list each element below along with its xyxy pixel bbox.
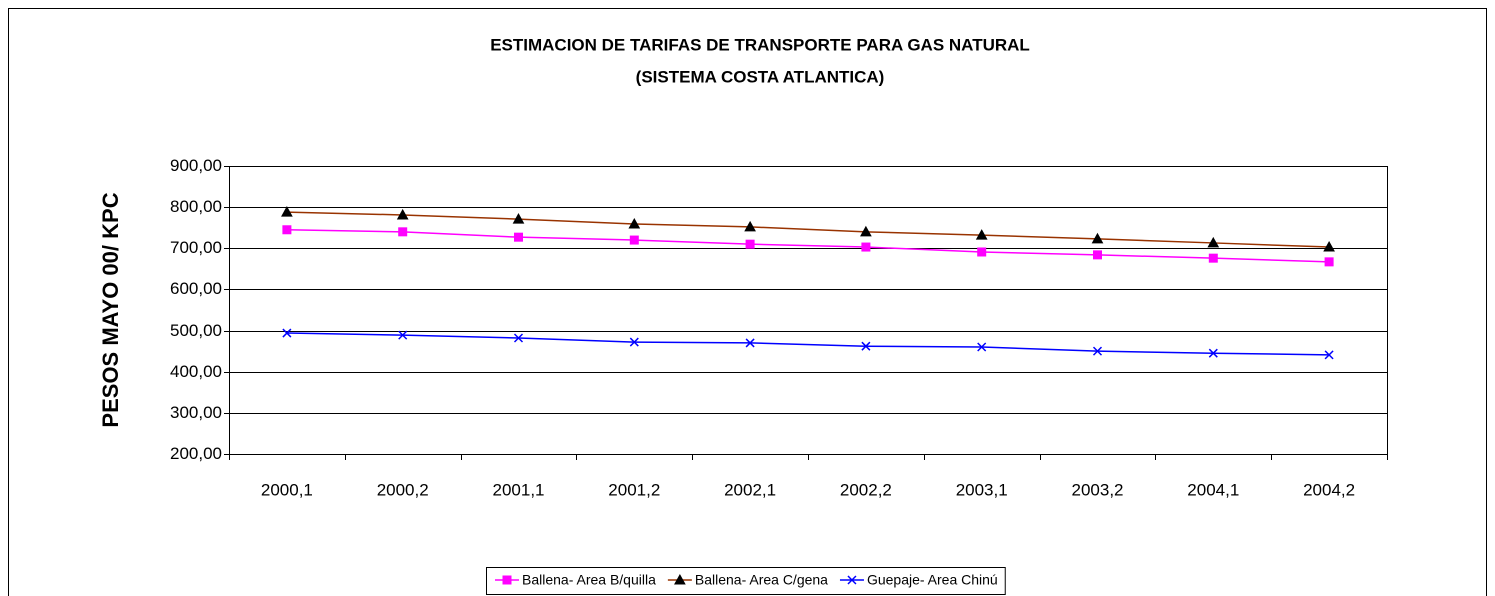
legend-item: Guepaje- Area Chinú — [839, 572, 998, 588]
y-tick-label: 200,00 — [170, 444, 222, 463]
x-tick-label: 2004,2 — [1303, 480, 1355, 499]
legend-item: Ballena- Area B/quilla — [495, 572, 656, 588]
legend-item: Ballena- Area C/gena — [667, 572, 828, 588]
x-tick-label: 2000,1 — [261, 480, 313, 499]
plot-area — [229, 166, 1388, 455]
marker — [512, 213, 525, 224]
legend-label: Guepaje- Area Chinú — [867, 572, 998, 588]
marker — [745, 338, 755, 348]
marker — [744, 220, 756, 232]
x-tick-label: 2003,1 — [956, 480, 1008, 499]
marker — [977, 342, 987, 352]
series-line — [286, 332, 1330, 356]
marker — [629, 337, 639, 347]
legend-label: Ballena- Area B/quilla — [522, 572, 656, 588]
y-tick-label: 500,00 — [170, 321, 222, 340]
y-tick-label: 800,00 — [170, 197, 222, 216]
y-tick-label: 700,00 — [170, 238, 222, 257]
marker — [861, 341, 871, 351]
legend-label: Ballena- Area C/gena — [695, 572, 828, 588]
x-tick-label: 2002,1 — [724, 480, 776, 499]
legend-box — [486, 567, 1006, 595]
marker — [1208, 253, 1218, 263]
chart-border — [8, 8, 1487, 596]
y-tick-label: 400,00 — [170, 362, 222, 381]
y-tick-label: 300,00 — [170, 403, 222, 422]
x-tick-label: 2004,1 — [1187, 480, 1239, 499]
series-line — [286, 229, 1330, 263]
marker — [629, 235, 639, 245]
marker — [745, 239, 755, 249]
marker — [674, 573, 686, 585]
y-tick-label: 600,00 — [170, 279, 222, 298]
marker — [847, 575, 857, 585]
marker — [1324, 350, 1334, 360]
marker — [396, 208, 409, 220]
marker — [1093, 250, 1102, 260]
x-tick-label: 2002,2 — [840, 480, 892, 499]
marker — [514, 232, 523, 242]
x-tick-label: 2003,2 — [1072, 480, 1124, 499]
chart-subtitle: (SISTEMA COSTA ATLANTICA) — [636, 67, 885, 86]
legend: Ballena- Area B/quilla Ballena- Area C/ge… — [486, 567, 1006, 595]
marker — [628, 217, 641, 229]
marker — [1207, 236, 1220, 248]
marker — [281, 206, 293, 217]
marker — [1092, 346, 1103, 356]
marker — [398, 227, 408, 237]
marker — [975, 229, 988, 240]
marker — [282, 328, 292, 338]
marker — [1324, 257, 1334, 267]
x-tick-label: 2001,2 — [608, 480, 660, 499]
marker — [860, 225, 872, 237]
marker — [977, 247, 987, 257]
marker — [1323, 241, 1335, 252]
marker — [502, 575, 512, 585]
series-line — [286, 211, 1330, 248]
marker — [861, 242, 871, 252]
y-axis-label: PESOS MAYO 00/ KPC — [98, 192, 123, 427]
chart-title: ESTIMACION DE TARIFAS DE TRANSPORTE PARA… — [490, 35, 1030, 54]
x-tick-label: 2001,1 — [493, 480, 545, 499]
x-tick-label: 2000,2 — [377, 480, 429, 499]
marker — [1208, 348, 1218, 358]
marker — [513, 333, 524, 343]
marker — [1091, 232, 1104, 244]
marker — [398, 330, 408, 340]
marker — [282, 225, 292, 235]
y-tick-label: 900,00 — [170, 156, 222, 175]
